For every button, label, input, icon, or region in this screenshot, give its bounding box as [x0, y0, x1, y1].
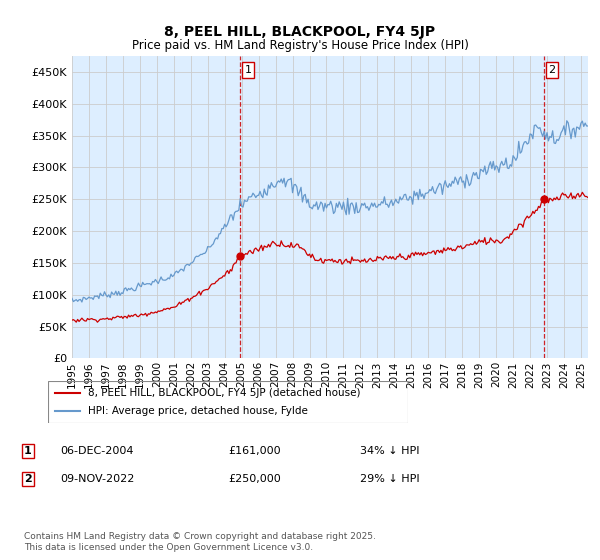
- Text: 09-NOV-2022: 09-NOV-2022: [60, 474, 134, 484]
- Text: HPI: Average price, detached house, Fylde: HPI: Average price, detached house, Fyld…: [88, 406, 307, 416]
- Text: 34% ↓ HPI: 34% ↓ HPI: [360, 446, 419, 456]
- Text: Contains HM Land Registry data © Crown copyright and database right 2025.
This d: Contains HM Land Registry data © Crown c…: [24, 532, 376, 552]
- Text: 8, PEEL HILL, BLACKPOOL, FY4 5JP: 8, PEEL HILL, BLACKPOOL, FY4 5JP: [164, 25, 436, 39]
- Text: 2: 2: [24, 474, 32, 484]
- Text: 1: 1: [24, 446, 32, 456]
- Text: 29% ↓ HPI: 29% ↓ HPI: [360, 474, 419, 484]
- Text: £161,000: £161,000: [228, 446, 281, 456]
- Text: 8, PEEL HILL, BLACKPOOL, FY4 5JP (detached house): 8, PEEL HILL, BLACKPOOL, FY4 5JP (detach…: [88, 388, 360, 398]
- Text: 2: 2: [548, 65, 556, 75]
- Text: £250,000: £250,000: [228, 474, 281, 484]
- Text: 1: 1: [244, 65, 251, 75]
- Text: Price paid vs. HM Land Registry's House Price Index (HPI): Price paid vs. HM Land Registry's House …: [131, 39, 469, 52]
- Text: 06-DEC-2004: 06-DEC-2004: [60, 446, 133, 456]
